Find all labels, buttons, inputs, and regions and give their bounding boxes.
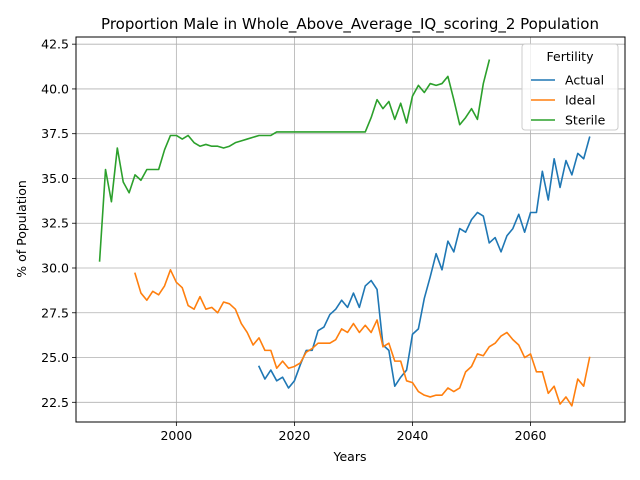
x-tick-label: 2020 bbox=[279, 428, 311, 443]
x-tick-label: 2060 bbox=[515, 428, 547, 443]
series-layer bbox=[98, 59, 591, 407]
y-axis: 22.5 25.0 27.5 30.0 32.5 35.0 37.5 40.0 42.5 bbox=[41, 37, 76, 410]
legend-box bbox=[521, 43, 619, 131]
x-tick-label: 2040 bbox=[397, 428, 429, 443]
x-tick-label: 2000 bbox=[160, 428, 192, 443]
y-tick-label: 35.0 bbox=[41, 171, 69, 186]
y-tick-label: 27.5 bbox=[41, 305, 69, 320]
y-tick-label: 42.5 bbox=[41, 37, 69, 52]
y-tick-label: 40.0 bbox=[41, 81, 69, 96]
y-tick-label: 22.5 bbox=[41, 395, 69, 410]
x-axis: 2000 2020 2040 2060 bbox=[160, 422, 547, 443]
y-tick-label: 37.5 bbox=[41, 126, 69, 141]
series-line-sterile bbox=[98, 59, 491, 262]
y-tick-label: 25.0 bbox=[41, 350, 69, 365]
y-axis-label: % of Population bbox=[14, 180, 29, 278]
x-axis-label: Years bbox=[333, 449, 367, 464]
plot-frame bbox=[75, 36, 626, 423]
y-tick-label: 30.0 bbox=[41, 261, 69, 276]
legend: Fertility Actual Ideal Sterile bbox=[521, 43, 619, 131]
y-tick-label: 32.5 bbox=[41, 216, 69, 231]
legend-entries: Actual Ideal Sterile bbox=[531, 73, 606, 128]
legend-label-sterile: Sterile bbox=[565, 113, 606, 128]
grid bbox=[76, 37, 625, 422]
series-line-actual bbox=[257, 136, 591, 389]
legend-title: Fertility bbox=[547, 49, 595, 64]
chart-title: Proportion Male in Whole_Above_Average_I… bbox=[101, 15, 599, 34]
series-line-ideal bbox=[134, 268, 591, 407]
legend-label-ideal: Ideal bbox=[565, 93, 595, 108]
legend-label-actual: Actual bbox=[565, 73, 604, 88]
